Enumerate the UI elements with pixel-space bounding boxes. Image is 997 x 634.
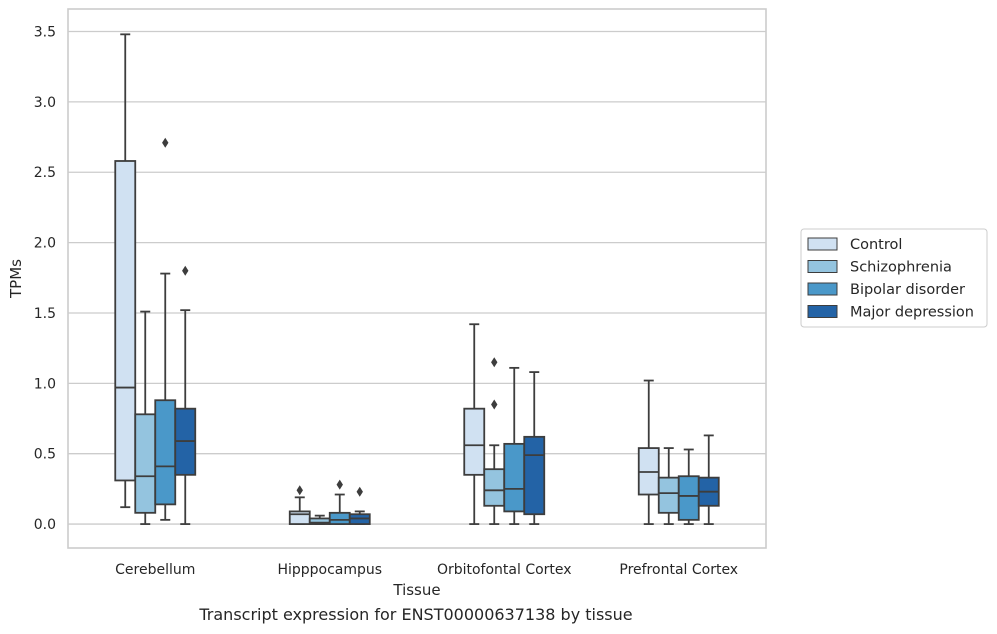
- box-group: [328, 479, 351, 525]
- box-group: [503, 366, 526, 525]
- box-iqr: [503, 442, 526, 513]
- boxes: [114, 33, 720, 525]
- outlier-point: [162, 137, 169, 148]
- y-tick-label: 1.5: [34, 306, 56, 322]
- outlier-point: [182, 265, 189, 276]
- outlier-point: [491, 357, 498, 368]
- legend: Control Schizophrenia Bipolar disorder Majo…: [800, 228, 988, 328]
- box-group: [308, 514, 331, 525]
- box-iqr: [677, 475, 700, 521]
- x-tick-label: Cerebellum: [115, 562, 195, 578]
- x-tick-labels: Cerebellum Hipppocampus Orbitofontal Corte…: [115, 562, 738, 578]
- y-axis-label: TPMs: [7, 259, 25, 299]
- y-tick-label: 3.5: [34, 25, 56, 41]
- box-group: [483, 357, 506, 525]
- y-tick-label: 3.0: [34, 95, 56, 111]
- box-group: [523, 371, 546, 525]
- box-group: [348, 486, 371, 525]
- x-axis-label: Tissue: [392, 581, 440, 599]
- legend-entry: Schizophrenia: [850, 260, 952, 276]
- figure-caption: Transcript expression for ENST0000063713…: [199, 605, 633, 624]
- legend-entry: Bipolar disorder: [850, 282, 965, 298]
- legend-frame: [800, 228, 988, 328]
- box-group: [114, 33, 137, 509]
- legend-swatch: [807, 260, 838, 273]
- y-tick-label: 0.5: [34, 447, 56, 463]
- box-iqr: [463, 407, 486, 476]
- box-group: [154, 137, 177, 521]
- box-iqr: [328, 511, 351, 525]
- legend-swatch: [807, 282, 838, 296]
- outlier-point: [356, 486, 363, 497]
- box-iqr: [154, 399, 177, 506]
- box-iqr: [483, 468, 506, 507]
- y-tick-label: 2.5: [34, 165, 56, 181]
- x-tick-label: Hipppocampus: [277, 562, 382, 578]
- y-tick-labels: 0.0 0.5 1.0 1.5 2.0 2.5 3.0 3.5: [34, 25, 56, 534]
- box-iqr: [288, 510, 311, 525]
- x-tick-label: Prefrontal Cortex: [619, 562, 738, 578]
- box-group: [657, 447, 680, 525]
- outlier-point: [491, 399, 498, 410]
- legend-swatch: [807, 237, 838, 251]
- outlier-point: [296, 485, 303, 496]
- box-group: [134, 310, 157, 525]
- box-iqr: [523, 435, 546, 516]
- x-tick-label: Orbitofontal Cortex: [437, 562, 572, 578]
- y-tick-label: 0.0: [34, 517, 56, 533]
- y-tick-label: 1.0: [34, 376, 56, 392]
- box-iqr: [114, 160, 137, 482]
- plot-frame: [67, 8, 767, 549]
- y-tick-label: 2.0: [34, 236, 56, 252]
- box-group: [677, 448, 700, 525]
- box-iqr: [657, 476, 680, 514]
- legend-entry: Major depression: [850, 305, 974, 321]
- box-group: [288, 485, 311, 525]
- outlier-point: [336, 479, 343, 490]
- box-group: [637, 379, 660, 525]
- box-group: [174, 265, 197, 525]
- box-group: [463, 323, 486, 525]
- box-iqr: [134, 413, 157, 514]
- box-group: [697, 434, 720, 525]
- legend-entry: Control: [850, 237, 902, 253]
- legend-swatch: [807, 305, 838, 318]
